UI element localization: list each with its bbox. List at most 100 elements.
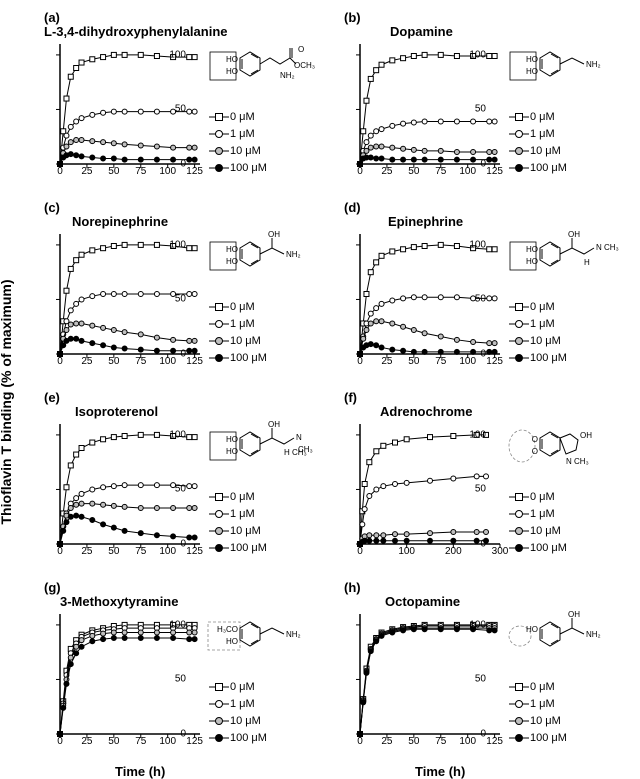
legend-item: 100 μM <box>508 539 567 556</box>
xtick: 75 <box>435 736 446 747</box>
panel-letter: (e) <box>44 390 60 405</box>
xtick: 50 <box>408 736 419 747</box>
legend-label: 100 μM <box>230 732 267 744</box>
legend-label: 0 μM <box>230 681 255 693</box>
legend-item: 0 μM <box>508 678 567 695</box>
legend: 0 μM 1 μM 10 μM 100 μM <box>208 488 267 556</box>
ytick: 100 <box>169 619 186 630</box>
legend-label: 10 μM <box>230 335 261 347</box>
xtick: 25 <box>81 546 92 557</box>
panel-a: (a) L-3,4-dihydroxyphenylalanine 0501000… <box>30 10 330 200</box>
panel-letter: (f) <box>344 390 357 405</box>
panel-title: Epinephrine <box>388 214 463 229</box>
legend-item: 10 μM <box>508 712 567 729</box>
panel-title: Isoproterenol <box>75 404 158 419</box>
legend-item: 1 μM <box>208 505 267 522</box>
panel-letter: (g) <box>44 580 61 595</box>
xtick: 50 <box>108 736 119 747</box>
chemical-structure-icon: HOHO OH NH₂ <box>208 228 318 287</box>
svg-text:H: H <box>584 258 590 267</box>
xtick: 75 <box>135 356 146 367</box>
legend-label: 100 μM <box>530 352 567 364</box>
xtick: 75 <box>135 166 146 177</box>
xtick: 0 <box>57 546 63 557</box>
legend-label: 1 μM <box>230 318 255 330</box>
ytick: 100 <box>469 429 486 440</box>
xtick: 50 <box>108 356 119 367</box>
svg-text:NH₂: NH₂ <box>586 630 601 639</box>
legend-item: 10 μM <box>208 142 267 159</box>
panel-title: L-3,4-dihydroxyphenylalanine <box>44 24 228 39</box>
xtick: 25 <box>81 356 92 367</box>
legend-label: 1 μM <box>230 508 255 520</box>
xtick: 25 <box>81 166 92 177</box>
legend-label: 10 μM <box>230 525 261 537</box>
ytick: 0 <box>480 159 486 170</box>
chemical-structure-icon: HO OH NH₂ <box>508 608 618 667</box>
legend-item: 1 μM <box>508 315 567 332</box>
legend-item: 10 μM <box>208 712 267 729</box>
panel-letter: (d) <box>344 200 361 215</box>
panel-b: (b) Dopamine 0501000255075100125 0 μM 1 … <box>330 10 630 200</box>
legend-item: 1 μM <box>208 125 267 142</box>
panel-title: Octopamine <box>385 594 460 609</box>
legend-item: 10 μM <box>208 332 267 349</box>
svg-text:OH: OH <box>568 610 580 619</box>
legend: 0 μM 1 μM 10 μM 100 μM <box>508 298 567 366</box>
svg-text:NH₂: NH₂ <box>286 630 301 639</box>
xtick: 100 <box>159 356 176 367</box>
legend-item: 1 μM <box>208 695 267 712</box>
svg-text:NH₂: NH₂ <box>286 250 301 259</box>
panel-title: Dopamine <box>390 24 453 39</box>
svg-text:NH₂: NH₂ <box>280 71 295 80</box>
y-axis-label: Thioflavin T binding (% of maximum) <box>0 279 14 524</box>
svg-text:N CH₃: N CH₃ <box>596 243 619 252</box>
chemical-structure-icon: H₃COHO NH₂ <box>208 608 318 667</box>
xtick: 200 <box>445 546 462 557</box>
xtick: 25 <box>81 736 92 747</box>
legend-item: 0 μM <box>208 298 267 315</box>
panels-grid: (a) L-3,4-dihydroxyphenylalanine 0501000… <box>30 10 630 770</box>
ytick: 0 <box>180 349 186 360</box>
legend-item: 0 μM <box>208 488 267 505</box>
ytick: 100 <box>469 619 486 630</box>
ytick: 0 <box>480 349 486 360</box>
xtick: 50 <box>408 166 419 177</box>
xtick: 0 <box>357 736 363 747</box>
xtick: 75 <box>435 166 446 177</box>
panel-letter: (h) <box>344 580 361 595</box>
xtick: 300 <box>492 546 509 557</box>
legend: 0 μM 1 μM 10 μM 100 μM <box>208 108 267 176</box>
xtick: 50 <box>108 166 119 177</box>
ytick: 0 <box>480 729 486 740</box>
legend-item: 100 μM <box>208 729 267 746</box>
xtick: 100 <box>159 546 176 557</box>
xtick: 100 <box>459 166 476 177</box>
legend-item: 0 μM <box>508 108 567 125</box>
legend-label: 0 μM <box>530 491 555 503</box>
legend-label: 100 μM <box>230 542 267 554</box>
ytick: 50 <box>175 674 186 685</box>
chemical-structure-icon: HOHO NH₂ <box>508 38 618 97</box>
panel-h: (h) Octopamine 0501000255075100125 0 μM … <box>330 580 630 770</box>
legend-label: 100 μM <box>530 542 567 554</box>
ytick: 50 <box>475 674 486 685</box>
legend-label: 0 μM <box>230 491 255 503</box>
chemical-structure-icon: HOHO OH H N CH₃ <box>508 228 618 287</box>
legend-item: 0 μM <box>508 298 567 315</box>
svg-text:N: N <box>566 457 572 466</box>
xtick: 0 <box>57 356 63 367</box>
panel-e: (e) Isoproterenol 0501000255075100125 0 … <box>30 390 330 580</box>
legend-label: 1 μM <box>230 698 255 710</box>
xtick: 100 <box>459 356 476 367</box>
xtick: 100 <box>459 736 476 747</box>
panel-f: (f) Adrenochrome 0501000100200300 0 μM 1… <box>330 390 630 580</box>
ytick: 100 <box>169 49 186 60</box>
legend-item: 10 μM <box>508 522 567 539</box>
ytick: 0 <box>180 159 186 170</box>
xtick: 50 <box>408 356 419 367</box>
ytick: 50 <box>175 484 186 495</box>
legend-label: 0 μM <box>230 301 255 313</box>
ytick: 100 <box>169 239 186 250</box>
legend: 0 μM 1 μM 10 μM 100 μM <box>508 678 567 746</box>
